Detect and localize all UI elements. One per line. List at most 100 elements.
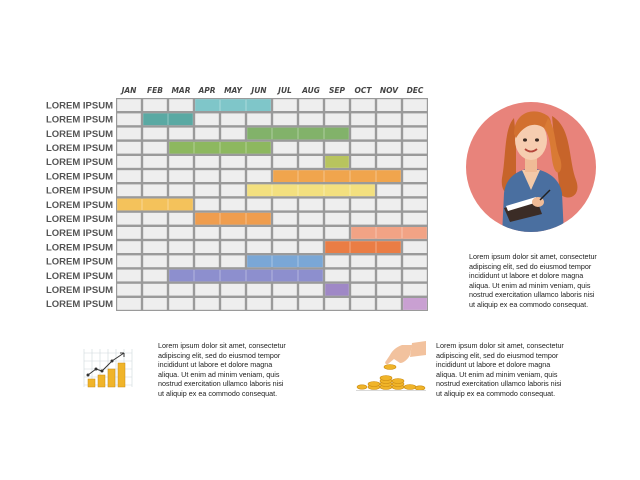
row-label: LOREM IPSUM [46, 257, 113, 268]
text-line: adipiscing elit, sed do eiusmod tempor [436, 350, 559, 360]
description-right: Lorem ipsum dolor sit amet, consectetur … [469, 252, 597, 310]
grid-cell [117, 269, 141, 282]
grid-cell [117, 255, 141, 268]
grid-cell [117, 212, 141, 225]
grid-cell [143, 184, 167, 197]
grid-cell [143, 141, 167, 154]
grid-cell [325, 227, 349, 239]
gantt-bar [351, 227, 427, 239]
grid-cell [377, 141, 401, 154]
text-line: nostrud exercitation ullamco laboris nis… [469, 290, 595, 300]
grid-cell [195, 170, 219, 182]
grid-cell [221, 283, 245, 296]
gantt-bar [247, 184, 375, 197]
row-label: LOREM IPSUM [46, 143, 113, 154]
grid-cell [377, 212, 401, 225]
grid-cell [221, 170, 245, 182]
grid-cell [403, 113, 427, 126]
grid-cell [247, 227, 271, 239]
gantt-bar [403, 298, 427, 310]
month-label-jul: JUL [276, 86, 292, 95]
grid-cell [247, 170, 271, 182]
grid-cell [377, 255, 401, 268]
grid-cell [325, 255, 349, 268]
text-line: ut aliquip ex ea commodo consequat. [469, 299, 589, 309]
grid-cell [169, 99, 193, 111]
grid-cell [143, 298, 167, 310]
row-label: LOREM IPSUM [46, 271, 113, 282]
grid-cell [273, 156, 297, 168]
grid-cell [143, 99, 167, 111]
grid-cell [273, 99, 297, 111]
row-label: LOREM IPSUM [46, 299, 113, 310]
month-header: JAN FEB MAR APR MAY JUN JUL AUG SEP OCT NOV DEC [120, 86, 424, 95]
gantt-bar [195, 212, 271, 225]
grid-cell [195, 241, 219, 253]
row-label: LOREM IPSUM [46, 214, 113, 225]
grid-cell [169, 156, 193, 168]
row-label: LOREM IPSUM [46, 228, 113, 239]
grid-cell [169, 227, 193, 239]
grid-cell [169, 127, 193, 140]
grid-cell [377, 99, 401, 111]
gantt-bar [117, 198, 193, 211]
text-line: ut aliquip ex ea commodo consequat. [158, 388, 278, 398]
gantt-bar [325, 283, 349, 296]
grid-cell [169, 298, 193, 310]
grid-cell [403, 170, 427, 182]
text-line: nostrud exercitation ullamco laboris nis… [158, 379, 284, 389]
grid-cell [117, 113, 141, 126]
growth-chart-coins-icon [83, 349, 133, 388]
grid-cell [377, 184, 401, 197]
grid-cell [143, 269, 167, 282]
grid-cell [247, 113, 271, 126]
grid-cell [143, 227, 167, 239]
grid-cell [273, 198, 297, 211]
grid-cell [273, 113, 297, 126]
grid-cell [273, 298, 297, 310]
grid-cell [403, 156, 427, 168]
grid-cell [169, 212, 193, 225]
grid-cell [117, 141, 141, 154]
description-left: Lorem ipsum dolor sit amet, consectetur … [158, 341, 286, 399]
grid-cell [195, 283, 219, 296]
grid-cell [377, 127, 401, 140]
grid-cell [273, 241, 297, 253]
grid-cell [273, 283, 297, 296]
month-label-may: MAY [224, 86, 243, 95]
grid-cell [143, 255, 167, 268]
grid-cell [221, 184, 245, 197]
month-label-sep: SEP [329, 86, 346, 95]
grid-cell [377, 269, 401, 282]
gantt-bar [273, 170, 401, 182]
grid-cell [247, 198, 271, 211]
grid-cell [169, 184, 193, 197]
row-label: LOREM IPSUM [46, 242, 113, 253]
text-line: adipiscing elit, sed do eiusmod tempor [469, 261, 592, 271]
grid-cell [117, 283, 141, 296]
grid-cell [221, 198, 245, 211]
grid-cell [273, 141, 297, 154]
grid-cell [221, 298, 245, 310]
month-label-aug: AUG [301, 86, 320, 95]
grid-cell [221, 241, 245, 253]
grid-cell [273, 212, 297, 225]
grid-cell [325, 269, 349, 282]
grid-cell [351, 99, 375, 111]
grid-cell [325, 212, 349, 225]
grid-cell [247, 156, 271, 168]
row-label: LOREM IPSUM [46, 285, 113, 296]
grid-cell [221, 255, 245, 268]
grid-cell [351, 298, 375, 310]
month-label-apr: APR [197, 86, 215, 95]
grid-cell [117, 227, 141, 239]
row-label: LOREM IPSUM [46, 200, 113, 211]
grid-cell [169, 283, 193, 296]
grid-cell [403, 255, 427, 268]
gantt-bar [143, 113, 193, 126]
grid-cell [195, 255, 219, 268]
grid-cell [351, 141, 375, 154]
text-line: incididunt ut labore et dolore magna [469, 271, 584, 281]
businesswoman-illustration [466, 102, 596, 232]
